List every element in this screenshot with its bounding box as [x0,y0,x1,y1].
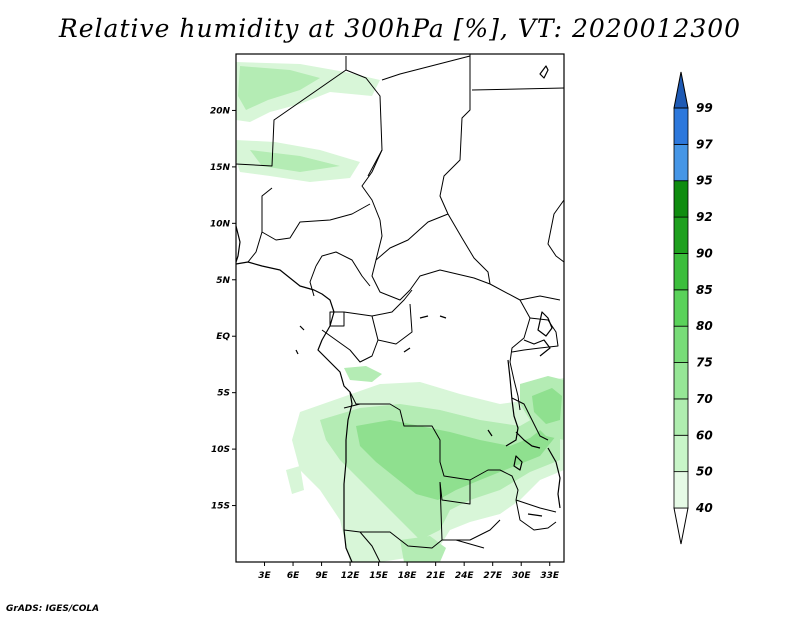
lon-tick-label: 15E [369,571,389,581]
map-frame [235,53,565,563]
colorbar-band [673,398,689,436]
humidity-patch-north-inner [238,66,320,110]
lon-tick-label: 33E [540,571,560,581]
colorbar: 40 50 60 70 75 80 85 90 92 95 97 99 [673,71,713,545]
colorbar-label: 95 [696,174,713,188]
lon-tick-label: 24E [455,571,475,581]
lon-tick-label: 18E [398,571,418,581]
lat-tick-label: 10N [210,219,231,229]
colorbar-label: 92 [696,210,713,224]
colorbar-label: 80 [696,319,713,333]
lat-tick-label: 15N [210,163,231,173]
colorbar-band [673,434,689,473]
chart-title: Relative humidity at 300hPa [%], VT: 202… [58,14,742,43]
lat-tick-label: 20N [210,106,231,116]
colorbar-label: 75 [696,356,713,370]
colorbar-band [673,471,689,509]
lon-tick-label: 12E [341,571,361,581]
lat-tick-label: 15S [211,502,230,512]
humidity-patch-southwest [286,466,304,494]
country-borders [235,54,565,563]
colorbar-band [673,216,689,254]
lon-tick-label: 9E [315,571,328,581]
lat-tick-label: 5N [216,276,230,286]
colorbar-band [673,143,689,182]
colorbar-label: 50 [696,465,713,479]
lat-tick-label: 5S [217,389,230,399]
humidity-patch-east-strong [532,388,562,424]
colorbar-band [673,180,689,218]
colorbar-label: 60 [696,428,713,442]
humidity-field [236,62,564,562]
lon-tick-label: 6E [287,571,300,581]
latitude-axis: 20N 15N 10N 5N EQ 5S 10S 15S [210,106,236,512]
lon-tick-label: 3E [258,571,271,581]
colorbar-end-low [673,507,689,545]
lat-tick-label: 10S [211,445,230,455]
colorbar-label: 40 [695,501,713,515]
colorbar-band [673,362,689,400]
colorbar-band [673,289,689,327]
coastline [235,225,353,563]
colorbar-band [673,253,689,291]
colorbar-label: 99 [696,101,713,115]
colorbar-label: 70 [696,392,713,406]
longitude-axis: 3E 6E 9E 12E 15E 18E 21E 24E 27E 30E 33E [258,562,560,581]
credit-text: GrADS: IGES/COLA [6,604,100,614]
colorbar-label: 90 [696,246,713,260]
lon-tick-label: 30E [512,571,532,581]
humidity-patch-far-south [400,536,446,562]
lakes [295,65,561,517]
colorbar-label: 85 [696,283,713,297]
humidity-patch-south-strong [356,420,556,500]
lon-tick-label: 21E [426,571,446,581]
colorbar-band [673,107,689,145]
humidity-patch-congo [344,366,382,382]
lon-tick-label: 27E [483,571,503,581]
lat-tick-label: EQ [216,332,230,342]
colorbar-label: 97 [696,137,713,151]
colorbar-band [673,325,689,363]
colorbar-end-high [673,71,689,109]
